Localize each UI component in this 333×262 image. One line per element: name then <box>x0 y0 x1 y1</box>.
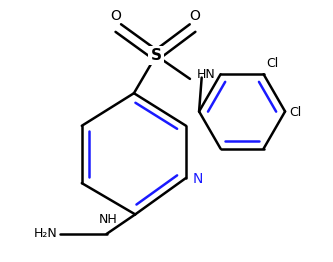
Text: NH: NH <box>99 213 117 226</box>
Text: N: N <box>192 172 203 186</box>
Text: HN: HN <box>196 68 215 81</box>
Text: Cl: Cl <box>266 57 278 70</box>
Text: S: S <box>151 48 162 63</box>
Text: Cl: Cl <box>289 106 301 119</box>
Text: O: O <box>190 9 200 23</box>
Text: O: O <box>110 9 121 23</box>
Text: H₂N: H₂N <box>33 227 57 241</box>
